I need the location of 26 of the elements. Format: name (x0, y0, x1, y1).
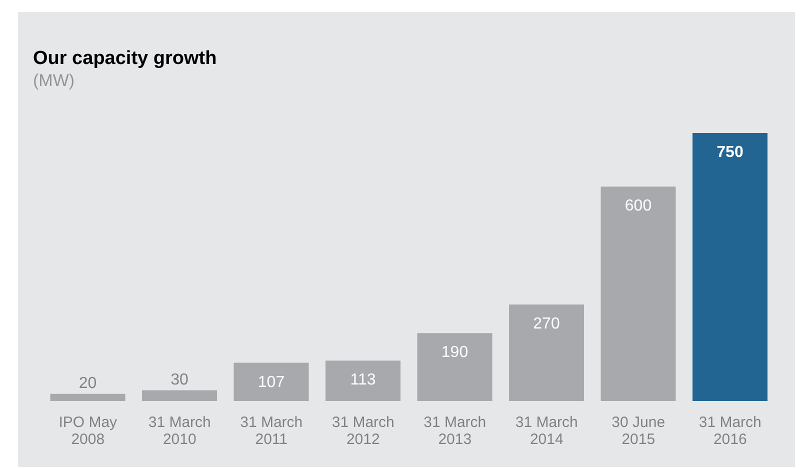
bar (600, 186, 676, 401)
bar (692, 133, 768, 401)
bar (50, 394, 126, 401)
data-label: 270 (533, 316, 560, 333)
x-tick-label: 31 March 2012 (332, 414, 394, 448)
x-tick-label: 30 June 2015 (612, 414, 666, 448)
data-label: 750 (716, 144, 744, 161)
bar (417, 333, 492, 401)
bar (142, 390, 218, 401)
bar (326, 360, 401, 401)
x-tick-label: 31 March 2014 (515, 414, 578, 448)
data-label: 113 (350, 372, 376, 389)
data-label: 190 (441, 344, 468, 362)
chart-title: Our capacity growth (33, 48, 217, 70)
bar (234, 362, 309, 401)
chart-subtitle: (MW) (33, 71, 75, 91)
data-label: 20 (78, 374, 97, 392)
x-tick-label: IPO May 2008 (58, 414, 118, 448)
data-label: 107 (258, 374, 285, 391)
data-label: 600 (624, 198, 652, 215)
x-tick-label: 31 March 2011 (240, 414, 303, 448)
x-tick-label: 31 March 2016 (698, 414, 762, 448)
bar (509, 304, 584, 401)
data-label: 30 (170, 371, 189, 388)
x-tick-label: 31 March 2010 (148, 414, 211, 448)
x-tick-label: 31 March 2013 (424, 414, 486, 448)
